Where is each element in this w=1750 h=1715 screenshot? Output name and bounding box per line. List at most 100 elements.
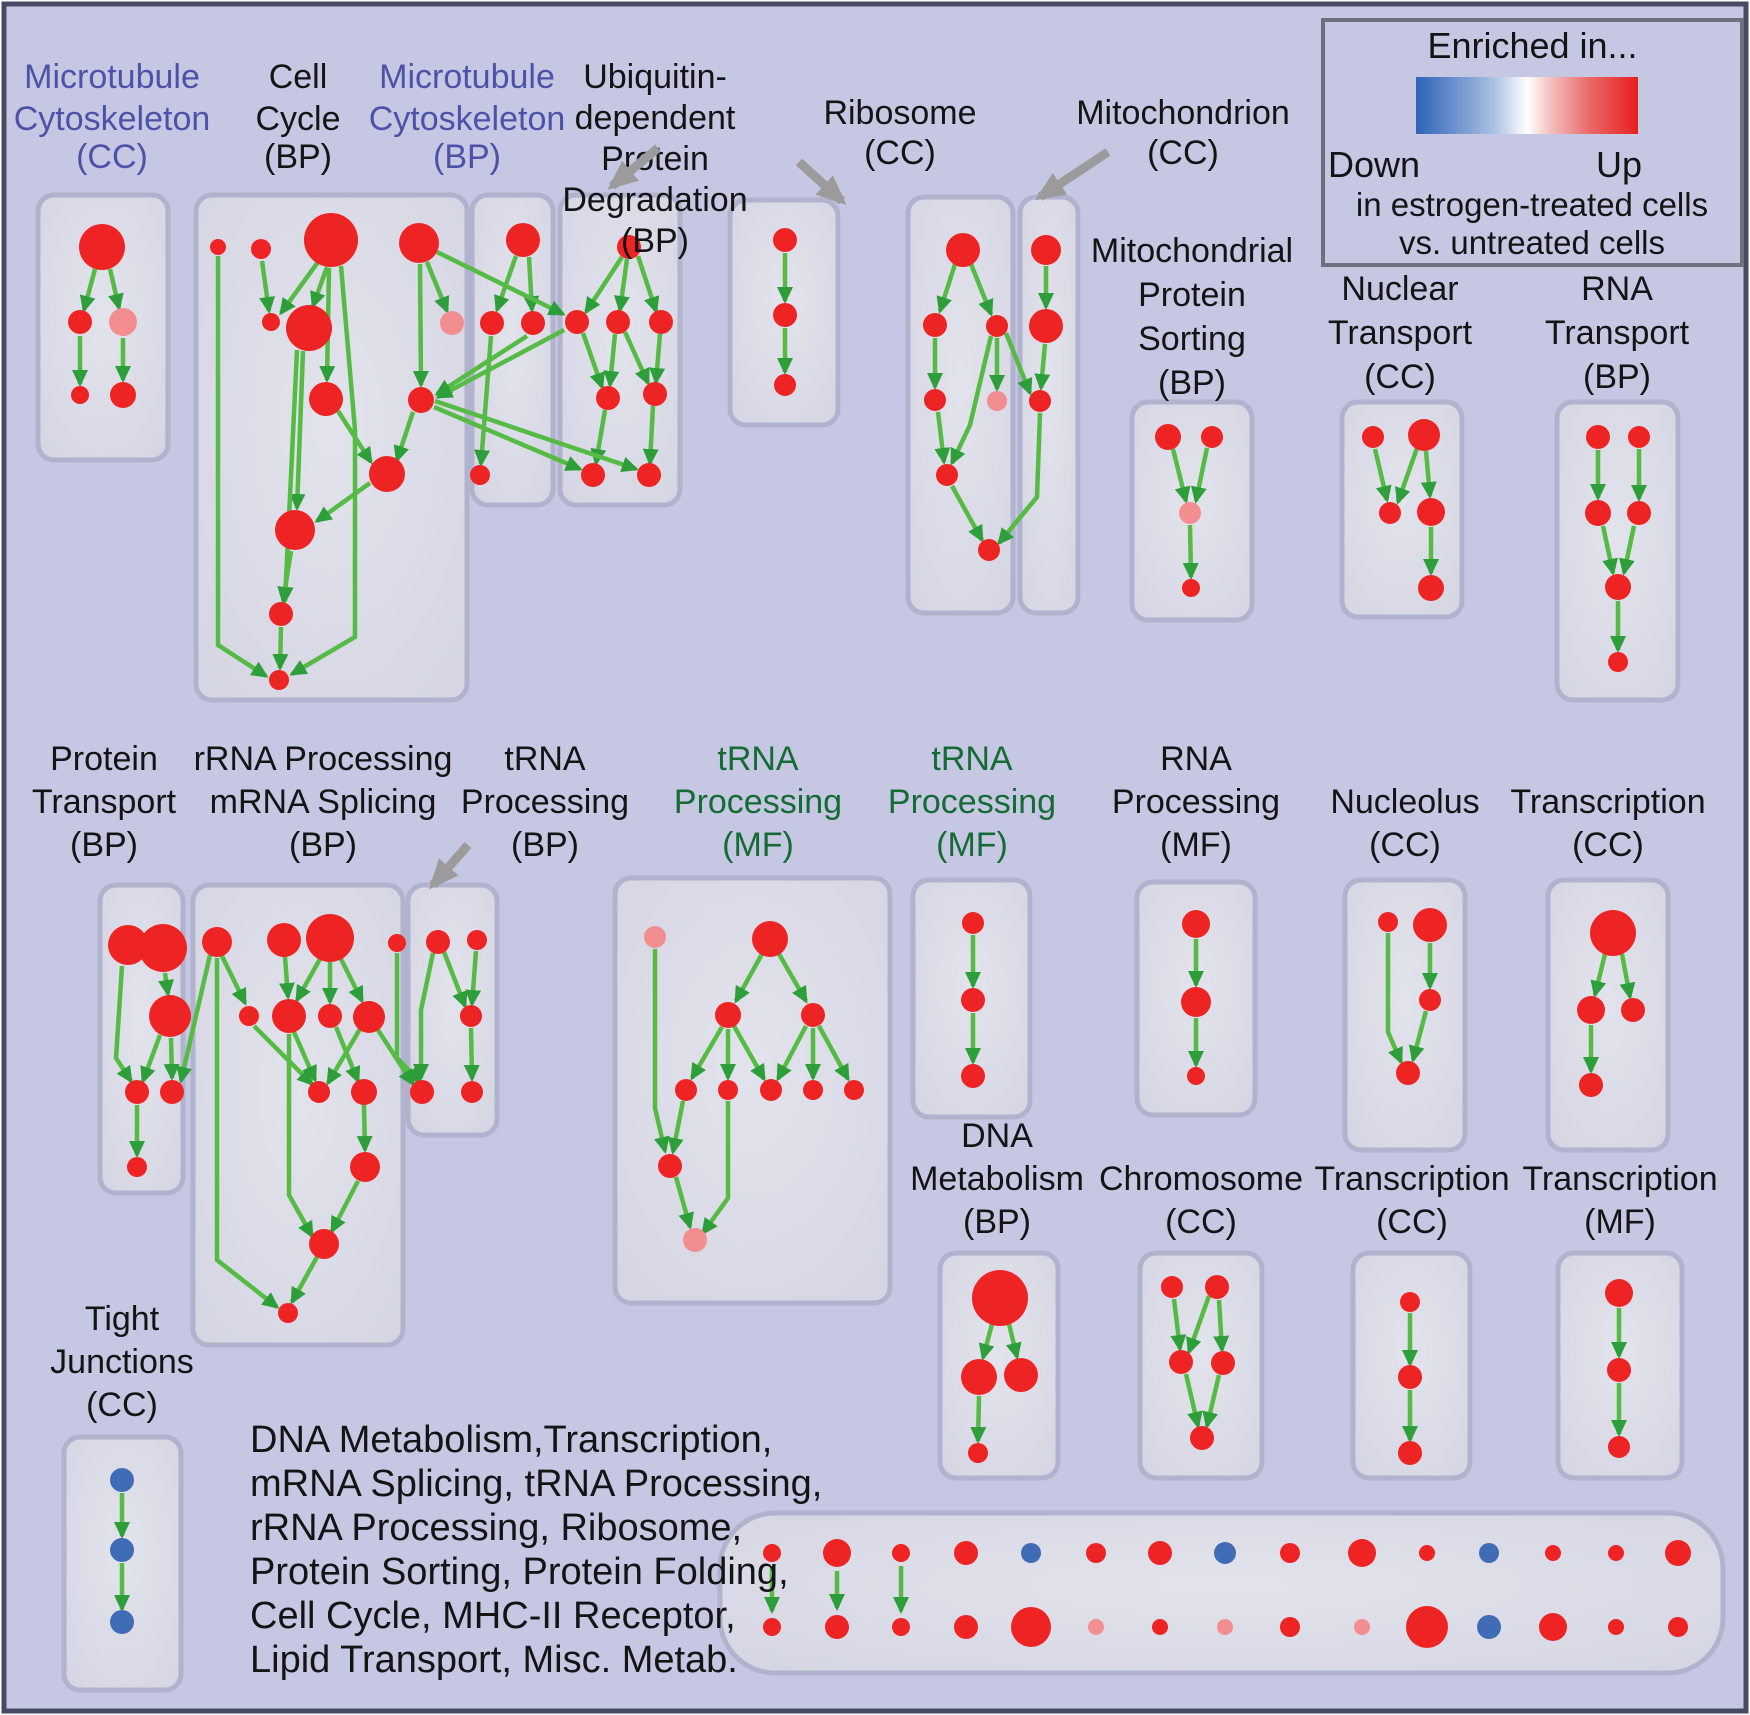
node-strip-bottom — [1406, 1606, 1448, 1648]
node-chromosome-cc — [1190, 1426, 1214, 1450]
cluster-label-mitochondrial-protein-sorting-bp: Sorting — [1138, 320, 1246, 358]
node-nuclear-transport-cc — [1408, 419, 1440, 451]
node-mitochondrial-protein-sorting-bp — [1179, 502, 1201, 524]
edge-microtubule-cytoskeleton-bp — [494, 255, 519, 313]
node-strip-bottom — [1668, 1617, 1688, 1637]
edge-rna-transport-bp — [1619, 525, 1637, 576]
edge-transcription-cc-upper — [1619, 953, 1636, 1000]
node-dna-metabolism-bp — [1004, 1358, 1038, 1392]
edge-rrna-processing-mrna-splicing-bp — [356, 1104, 373, 1153]
cluster-label-nuclear-transport-cc: (CC) — [1364, 358, 1436, 396]
annotation-arrows-layer — [429, 144, 1111, 890]
node-ubiquitin-degradation-bp — [637, 463, 661, 487]
node-rna-transport-bp — [1605, 574, 1631, 600]
cluster-box-microtubule-cytoskeleton-bp — [469, 192, 556, 508]
cluster-label-protein-transport-bp: (BP) — [70, 826, 138, 864]
cluster-label-mitochondrial-protein-sorting-bp: Mitochondrial — [1091, 232, 1293, 270]
edge-rrna-processing-mrna-splicing-bp — [326, 1027, 362, 1086]
node-nuclear-transport-cc — [1362, 426, 1384, 448]
cross-cluster-edge — [435, 328, 566, 399]
cluster-label-dna-metabolism-bp: Metabolism — [910, 1160, 1084, 1198]
edge-ribosome-cc — [936, 263, 958, 314]
cluster-label-trna-processing-mf-large: (MF) — [722, 826, 794, 864]
edge-trna-processing-bp — [441, 951, 468, 1009]
nodes-layer — [68, 213, 1691, 1648]
edge-ribosome-cc — [949, 335, 994, 466]
edge-trna-processing-mf-large — [817, 1024, 850, 1082]
cluster-label-protein-transport-bp: Protein — [50, 740, 158, 778]
node-rna-transport-bp — [1586, 425, 1610, 449]
cross-cluster-edge — [433, 404, 583, 472]
edge-trna-processing-bp — [463, 1027, 480, 1082]
edge-mitochondrial-protein-sorting-bp — [1182, 524, 1199, 580]
edges-layer — [72, 249, 1647, 1614]
node-transcription-cc-upper — [1579, 1073, 1603, 1097]
cluster-label-transcription-mf: Transcription — [1522, 1160, 1717, 1198]
cluster-label-tight-junctions-cc: Tight — [85, 1300, 160, 1338]
node-mitochondrial-protein-sorting-bp — [1155, 424, 1181, 450]
edge-ribosome-cc — [950, 484, 984, 543]
node-transcription-cc-upper — [1590, 910, 1636, 956]
edge-rrna-processing-mrna-splicing-bp — [291, 1031, 318, 1083]
cross-cluster-edge — [376, 1028, 415, 1087]
node-trna-processing-bp — [460, 1005, 482, 1027]
misc-text-line: Cell Cycle, MHC-II Receptor, — [250, 1595, 736, 1637]
node-strip-top — [1479, 1543, 1499, 1563]
node-microtubule-cytoskeleton-cc — [110, 382, 136, 408]
node-strip-bottom — [892, 1618, 910, 1636]
edge-trna-processing-mf-large — [701, 1101, 731, 1236]
edge-microtubule-cytoskeleton-cc — [107, 268, 124, 311]
node-cell-cycle-bp — [408, 387, 434, 413]
edge-rrna-processing-mrna-splicing-bp — [290, 1255, 319, 1305]
edge-trna-processing-bp — [465, 950, 482, 1007]
edge-cell-cycle-bp — [277, 349, 300, 604]
label-pointer-arrow — [1034, 148, 1111, 201]
node-rrna-processing-mrna-splicing-bp — [308, 1081, 330, 1103]
node-rna-processing-mf — [1187, 1067, 1205, 1085]
node-trna-processing-mf-small — [961, 1064, 985, 1088]
edge-trna-processing-mf-large — [732, 1024, 766, 1082]
edge-rrna-processing-mrna-splicing-bp — [286, 1034, 314, 1239]
cluster-label-transcription-cc-upper: (CC) — [1572, 826, 1644, 864]
edge-rna-transport-bp — [1600, 525, 1618, 576]
cluster-label-tight-junctions-cc: Junctions — [50, 1343, 194, 1381]
node-nuclear-transport-cc — [1417, 498, 1445, 526]
node-strip-top — [1021, 1543, 1041, 1563]
edge-ubiquitin-degradation-bp — [635, 255, 660, 314]
misc-text-line: rRNA Processing, Ribosome, — [250, 1507, 742, 1549]
edge-cell-cycle-bp — [259, 260, 275, 314]
cluster-label-mitochondrion-cc: Mitochondrion — [1076, 94, 1290, 132]
node-microtubule-cytoskeleton-cc — [71, 386, 89, 404]
node-rrna-processing-mrna-splicing-bp — [353, 1001, 385, 1033]
cluster-box-nucleolus-cc — [1342, 877, 1468, 1153]
edge-ribosome-cc — [968, 263, 994, 317]
node-rna-transport-bp — [1608, 652, 1628, 672]
node-protein-transport-bp — [149, 995, 191, 1037]
node-strip-top — [1419, 1545, 1435, 1561]
node-strip-top — [1280, 1543, 1300, 1563]
edge-protein-transport-bp — [158, 972, 174, 997]
node-nucleolus-cc — [1396, 1061, 1420, 1085]
edge-trna-processing-mf-large — [652, 949, 670, 1154]
cluster-label-ubiquitin-degradation-bp: Ubiquitin- — [583, 58, 727, 96]
node-trna-processing-mf-small — [961, 988, 985, 1012]
node-strip-top — [1545, 1545, 1561, 1561]
node-strip-top — [823, 1539, 851, 1567]
cluster-label-rrna-processing-mrna-splicing-bp: mRNA Splicing — [210, 783, 437, 821]
node-cell-cycle-bp — [251, 239, 271, 259]
node-trna-processing-bp — [467, 930, 487, 950]
edge-rrna-processing-mrna-splicing-bp — [338, 957, 365, 1004]
node-strip-bottom — [954, 1615, 978, 1639]
legend-box — [1321, 18, 1744, 267]
edge-mitochondrion-cc — [1034, 343, 1051, 391]
node-strip-top — [1086, 1543, 1106, 1563]
node-dna-metabolism-bp — [968, 1443, 988, 1463]
node-trna-processing-mf-large — [658, 1154, 682, 1178]
cluster-label-rna-transport-bp: Transport — [1545, 314, 1690, 352]
edge-nucleolus-cc — [1408, 1010, 1429, 1063]
node-rna-processing-mf — [1181, 987, 1211, 1017]
node-rrna-processing-mrna-splicing-bp — [239, 1006, 259, 1026]
node-protein-transport-bp — [127, 1157, 147, 1177]
node-mitochondrion-cc — [1029, 390, 1051, 412]
misc-text-line: Lipid Transport, Misc. Metab. — [250, 1639, 738, 1681]
